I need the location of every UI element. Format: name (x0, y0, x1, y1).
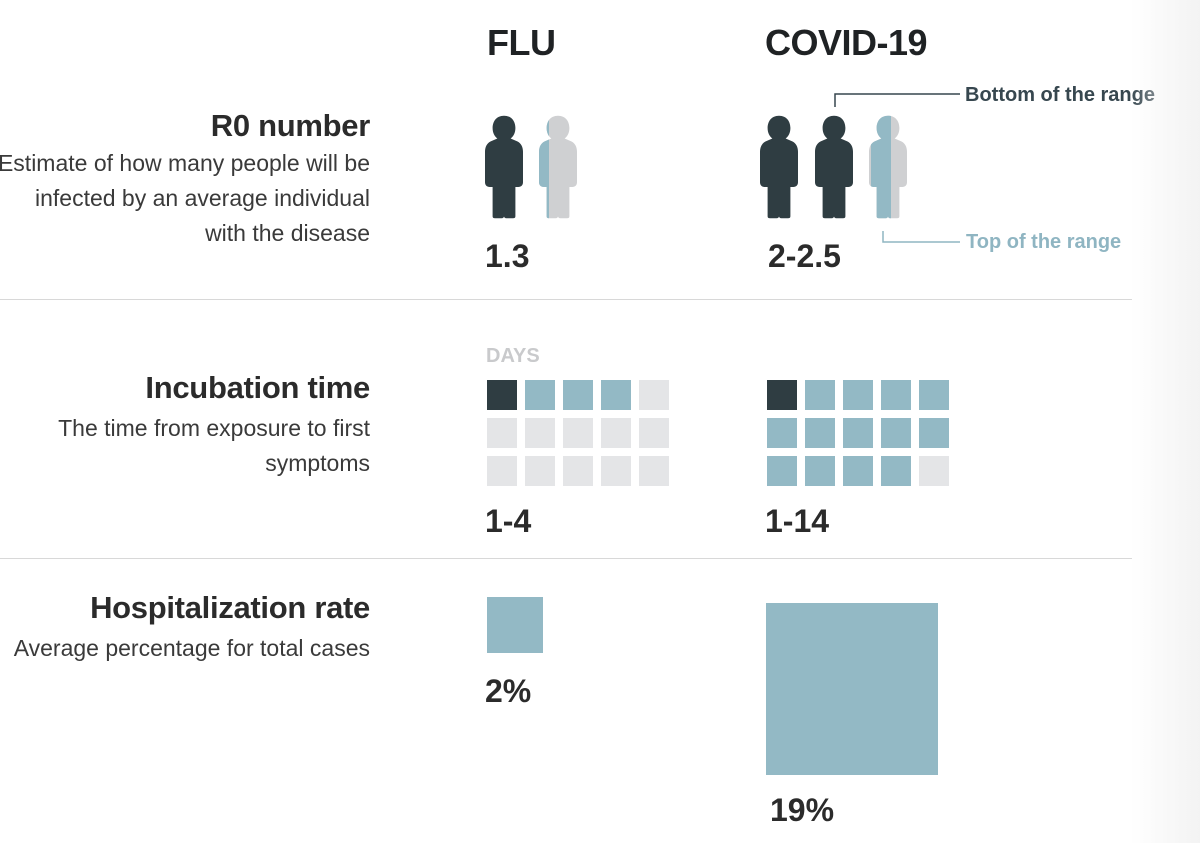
hospitalization-description: Average percentage for total cases (13, 635, 370, 661)
divider-2 (0, 558, 1132, 559)
covid-day-11 (767, 456, 797, 486)
covid-incubation-grid (767, 380, 949, 486)
flu-column-header: FLU (487, 22, 556, 63)
r0-description: Estimate of how many people will be infe… (0, 150, 370, 246)
right-edge-shade (1130, 0, 1200, 843)
covid-day-10 (919, 418, 949, 448)
flu-day-9 (601, 418, 631, 448)
flu-person-full (485, 115, 523, 219)
top-range-leader (882, 231, 960, 243)
covid-incubation-value: 1-14 (765, 503, 830, 539)
covid-day-8 (843, 418, 873, 448)
bottom-of-range-label: Bottom of the range (965, 84, 1155, 106)
flu-day-12 (525, 456, 555, 486)
flu-day-4 (601, 380, 631, 410)
covid-day-13 (843, 456, 873, 486)
covid-day-12 (805, 456, 835, 486)
flu-hospitalization-value: 2% (485, 673, 532, 709)
covid-r0-figures (760, 93, 960, 243)
days-label: DAYS (486, 345, 540, 367)
flu-day-11 (487, 456, 517, 486)
covid-day-1 (767, 380, 797, 410)
top-of-range-label: Top of the range (966, 231, 1122, 253)
flu-day-1 (487, 380, 517, 410)
flu-r0-figures (485, 115, 577, 219)
flu-day-2 (525, 380, 555, 410)
r0-title: R0 number (210, 108, 371, 143)
covid-day-6 (767, 418, 797, 448)
covid-day-14 (881, 456, 911, 486)
flu-day-5 (639, 380, 669, 410)
flu-day-10 (639, 418, 669, 448)
covid-day-15 (919, 456, 949, 486)
flu-r0-value: 1.3 (485, 238, 530, 274)
flu-day-15 (639, 456, 669, 486)
incubation-description: The time from exposure to first symptoms (58, 415, 370, 476)
covid-day-4 (881, 380, 911, 410)
flu-day-8 (563, 418, 593, 448)
covid-day-2 (805, 380, 835, 410)
incubation-title: Incubation time (145, 370, 370, 405)
covid-person-1 (760, 115, 798, 219)
hospitalization-title: Hospitalization rate (90, 590, 370, 625)
covid-day-9 (881, 418, 911, 448)
flu-day-7 (525, 418, 555, 448)
covid-person-2 (815, 115, 853, 219)
covid-column-header: COVID-19 (765, 22, 928, 63)
flu-day-3 (563, 380, 593, 410)
covid-day-3 (843, 380, 873, 410)
flu-day-13 (563, 456, 593, 486)
covid-hospitalization-square (766, 603, 938, 775)
flu-hospitalization-square (487, 597, 543, 653)
covid-hospitalization-value: 19% (770, 792, 835, 828)
flu-incubation-value: 1-4 (485, 503, 532, 539)
covid-day-5 (919, 380, 949, 410)
bottom-range-leader (834, 93, 960, 107)
flu-incubation-grid (487, 380, 669, 486)
flu-day-14 (601, 456, 631, 486)
divider-1 (0, 299, 1132, 300)
flu-day-6 (487, 418, 517, 448)
covid-day-7 (805, 418, 835, 448)
covid-r0-value: 2-2.5 (768, 238, 841, 274)
